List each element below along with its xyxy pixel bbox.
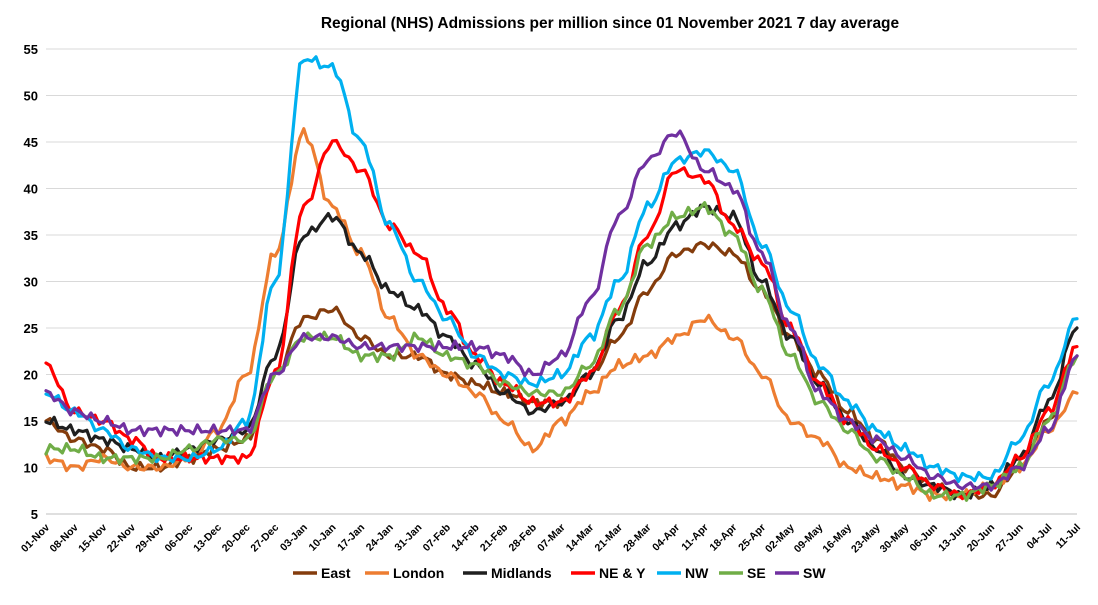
y-tick-label: 20	[24, 368, 38, 383]
y-tick-label: 30	[24, 275, 38, 290]
y-tick-label: 45	[24, 135, 38, 150]
chart-title: Regional (NHS) Admissions per million si…	[321, 15, 900, 32]
x-tick-label: 07-Feb	[421, 522, 453, 554]
x-tick-label: 21-Mar	[592, 522, 624, 554]
x-tick-label: 04-Jul	[1025, 522, 1055, 552]
x-tick-label: 03-Jan	[278, 522, 310, 554]
x-tick-label: 23-May	[849, 522, 883, 556]
x-tick-label: 27-Jun	[993, 522, 1025, 554]
legend-label: NE & Y	[599, 565, 646, 581]
y-axis-ticks: 5 10 15 20 25 30 35 40 45 50 55	[24, 42, 38, 522]
x-tick-label: 11-Jul	[1054, 522, 1084, 552]
gridlines	[46, 48, 1077, 515]
legend-item: SE	[719, 565, 766, 581]
x-tick-label: 15-Nov	[76, 522, 109, 555]
x-tick-label: 01-Nov	[19, 522, 52, 555]
y-tick-label: 35	[24, 228, 38, 243]
x-tick-label: 22-Nov	[105, 522, 138, 555]
x-tick-label: 31-Jan	[392, 522, 424, 554]
x-tick-label: 21-Feb	[478, 522, 510, 554]
legend-item: SW	[775, 565, 826, 581]
x-tick-label: 14-Mar	[564, 522, 596, 554]
x-tick-label: 13-Dec	[191, 522, 224, 555]
x-tick-label: 09-May	[792, 522, 826, 556]
x-tick-label: 18-Apr	[707, 522, 739, 554]
x-tick-label: 16-May	[820, 522, 854, 556]
y-tick-label: 55	[24, 42, 38, 57]
x-tick-label: 17-Jan	[335, 522, 367, 554]
x-tick-label: 10-Jan	[306, 522, 338, 554]
x-tick-label: 29-Nov	[133, 522, 166, 555]
y-tick-label: 15	[24, 414, 38, 429]
legend-label: SE	[747, 565, 766, 581]
x-tick-label: 02-May	[763, 522, 797, 556]
x-tick-label: 20-Dec	[220, 522, 253, 555]
series-line-sw	[44, 129, 1079, 492]
x-tick-label: 25-Apr	[736, 522, 768, 554]
legend-label: NW	[685, 565, 709, 581]
legend-item: Midlands	[463, 565, 552, 581]
legend-item: NW	[657, 565, 709, 581]
legend-label: East	[321, 565, 351, 581]
x-tick-label: 11-Apr	[679, 522, 711, 554]
y-tick-label: 40	[24, 182, 38, 197]
x-tick-label: 06-Jun	[908, 522, 940, 554]
legend-item: East	[293, 565, 351, 581]
series-line-se	[44, 201, 1079, 502]
legend-item: NE & Y	[571, 565, 646, 581]
y-tick-label: 5	[31, 507, 38, 522]
x-tick-label: 14-Feb	[449, 522, 481, 554]
legend: East London Midlands NE & Y NW SE SW	[293, 565, 826, 581]
legend-item: London	[365, 565, 444, 581]
x-tick-label: 30-May	[878, 522, 912, 556]
x-tick-label: 06-Dec	[162, 522, 195, 555]
x-tick-label: 08-Nov	[48, 522, 81, 555]
legend-label: London	[393, 565, 444, 581]
x-tick-label: 27-Dec	[248, 522, 281, 555]
x-tick-label: 13-Jun	[936, 522, 968, 554]
x-tick-label: 04-Apr	[650, 522, 682, 554]
series-lines	[44, 55, 1079, 502]
y-tick-label: 10	[24, 461, 38, 476]
x-tick-label: 28-Mar	[621, 522, 653, 554]
series-line-ne-y	[44, 138, 1079, 501]
x-tick-label: 24-Jan	[364, 522, 396, 554]
y-tick-label: 25	[24, 321, 38, 336]
x-tick-label: 07-Mar	[535, 522, 567, 554]
series-line-nw	[44, 55, 1079, 483]
x-tick-label: 28-Feb	[507, 522, 539, 554]
legend-label: SW	[803, 565, 826, 581]
x-tick-label: 20-Jun	[965, 522, 997, 554]
y-tick-label: 50	[24, 89, 38, 104]
legend-label: Midlands	[491, 565, 552, 581]
x-axis-ticks: 01-Nov08-Nov15-Nov22-Nov29-Nov06-Dec13-D…	[19, 522, 1083, 556]
